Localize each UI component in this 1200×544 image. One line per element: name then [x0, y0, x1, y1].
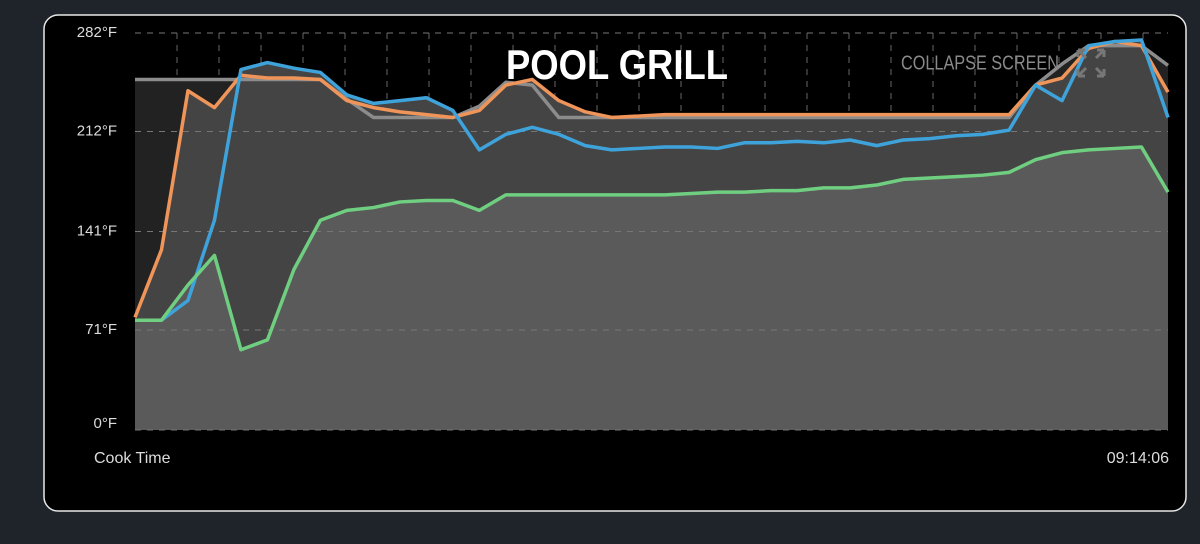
chart-title: POOL GRILL	[506, 41, 728, 88]
area	[135, 147, 1168, 430]
y-tick-label: 71°F	[85, 321, 117, 338]
x-end-label: 09:14:06	[1107, 450, 1169, 467]
y-tick-label: 141°F	[77, 222, 117, 239]
collapse-button[interactable]: COLLAPSE SCREEN	[901, 52, 1059, 74]
line	[135, 38, 1170, 322]
line	[135, 145, 1170, 352]
collapse-icon[interactable]	[1076, 48, 1106, 78]
line	[133, 39, 1170, 319]
x-axis-label: Cook Time	[94, 450, 171, 467]
y-tick-label: 0°F	[93, 415, 117, 432]
y-tick-label: 212°F	[77, 123, 117, 140]
y-tick-label: 282°F	[77, 24, 117, 41]
plot	[133, 32, 1170, 431]
